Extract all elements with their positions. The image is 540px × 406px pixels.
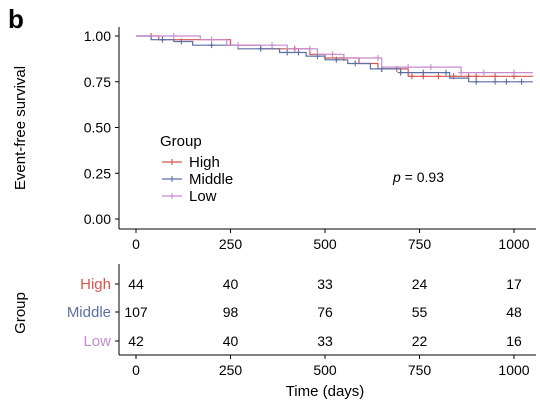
risk-x-tick-label: 1000 <box>498 362 529 378</box>
risk-count-high: 17 <box>506 276 522 292</box>
risk-count-middle: 98 <box>223 304 239 320</box>
risk-count-high: 33 <box>317 276 333 292</box>
censor-mark-middle <box>284 49 291 56</box>
legend-marker-low <box>169 193 175 199</box>
km-plot: Event-free survival 0.00 0.25 0.50 0.75 1.00… <box>12 27 536 252</box>
risk-x-tick-label: 500 <box>313 362 337 378</box>
censor-mark-low <box>405 64 412 71</box>
risk-count-low: 22 <box>412 333 428 349</box>
x-tick-label: 500 <box>313 236 337 252</box>
legend-label-low: Low <box>189 188 217 205</box>
censor-mark-high <box>473 73 480 80</box>
risk-count-low: 40 <box>223 333 239 349</box>
censor-mark-middle <box>473 78 480 85</box>
risk-count-high: 44 <box>128 276 144 292</box>
y-tick-label: 0.00 <box>84 211 111 227</box>
risk-count-low: 33 <box>317 333 333 349</box>
y-tick-label: 0.25 <box>84 165 111 181</box>
y-tick-label: 1.00 <box>84 28 111 44</box>
risk-count-middle: 55 <box>412 304 428 320</box>
p-value-annotation: p = 0.93 <box>392 169 444 185</box>
censor-mark-high <box>408 73 415 80</box>
censor-mark-low <box>427 64 434 71</box>
censor-mark-low <box>306 45 313 52</box>
censor-mark-low <box>374 54 381 61</box>
legend-marker-middle <box>169 176 175 182</box>
y-tick-label: 0.50 <box>84 120 111 136</box>
curve-high <box>136 35 533 77</box>
censor-mark-middle <box>208 42 215 49</box>
censor-mark-middle <box>442 69 449 76</box>
panel-label: b <box>8 4 24 34</box>
censor-mark-low <box>235 42 242 49</box>
x-tick-label: 1000 <box>498 236 529 252</box>
risk-count-low: 16 <box>506 333 522 349</box>
y-axis-ticks: 0.00 0.25 0.50 0.75 1.00 <box>84 28 119 227</box>
p-symbol: p <box>392 169 401 185</box>
risk-count-high: 24 <box>412 276 428 292</box>
risk-table-y-title: Group <box>12 292 29 334</box>
risk-table-rows: High 44 40 33 24 17 Middle 107 98 76 55 48 Low 42 40 33… <box>67 276 522 350</box>
censor-mark-low <box>269 42 276 49</box>
y-axis-title: Event-free survival <box>12 66 29 190</box>
censor-mark-low <box>480 69 487 76</box>
risk-count-middle: 107 <box>124 304 148 320</box>
censor-mark-middle <box>257 45 264 52</box>
legend-title: Group <box>160 133 202 150</box>
censor-mark-low <box>511 69 517 76</box>
survival-curves <box>136 33 533 85</box>
legend-marker-high <box>169 159 175 165</box>
risk-count-high: 40 <box>223 276 239 292</box>
x-tick-label: 0 <box>132 236 140 252</box>
risk-table: Group High 44 40 33 24 17 Middle 107 98 76 55 48 Low… <box>12 264 536 400</box>
censor-mark-middle <box>518 78 525 85</box>
censor-mark-middle <box>397 69 404 76</box>
x-axis-ticks: 0 250 500 750 1000 <box>132 229 530 252</box>
risk-x-tick-label: 750 <box>408 362 432 378</box>
curve-middle <box>136 35 533 83</box>
censor-mark-middle <box>503 78 510 85</box>
risk-x-tick-label: 0 <box>132 362 140 378</box>
risk-table-x-ticks: 0 250 500 750 1000 <box>132 355 530 378</box>
censor-mark-low <box>208 36 215 43</box>
censor-mark-low <box>458 69 465 76</box>
risk-count-middle: 48 <box>506 304 522 320</box>
y-tick-label: 0.75 <box>84 74 111 90</box>
censor-mark-middle <box>295 49 302 56</box>
risk-count-low: 42 <box>128 333 144 349</box>
censor-mark-middle <box>178 38 185 45</box>
censor-mark-low <box>329 51 336 58</box>
risk-row-label-low: Low <box>83 333 111 350</box>
legend-label-middle: Middle <box>189 171 233 188</box>
censor-mark-middle <box>159 36 166 43</box>
risk-x-tick-label: 250 <box>219 362 243 378</box>
censor-mark-middle <box>352 60 359 67</box>
p-value-text: = 0.93 <box>401 169 444 185</box>
x-axis-title: Time (days) <box>286 383 365 400</box>
censor-mark-middle <box>492 78 499 85</box>
x-tick-label: 250 <box>219 236 243 252</box>
x-tick-label: 750 <box>408 236 432 252</box>
censor-mark-high <box>492 73 499 80</box>
censor-mark-high <box>435 73 442 80</box>
risk-row-label-middle: Middle <box>67 304 111 321</box>
risk-row-label-high: High <box>80 276 111 293</box>
legend-label-high: High <box>189 154 220 171</box>
censor-mark-middle <box>420 69 427 76</box>
censor-mark-middle <box>333 56 340 63</box>
censor-mark-low <box>170 33 177 39</box>
risk-count-middle: 76 <box>317 304 333 320</box>
